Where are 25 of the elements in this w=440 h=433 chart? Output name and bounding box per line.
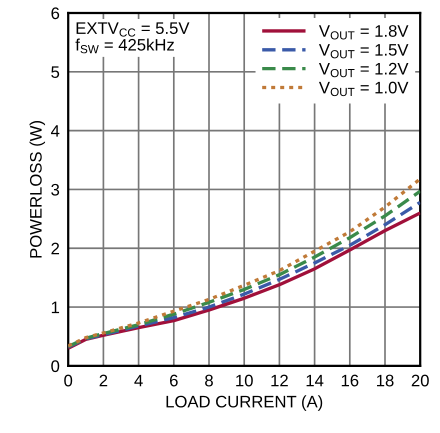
x-axis-title: LOAD CURRENT (A) [166, 395, 322, 411]
x-tick-label: 0 [64, 374, 72, 386]
x-tick-label: 20 [412, 374, 429, 386]
y-axis-title: POWERLOSS (W) [30, 121, 46, 258]
y-tick-label: 4 [50, 125, 60, 137]
legend-label: V$_{OUT}$ = 1.0V [318, 82, 408, 96]
x-tick-label: 16 [342, 374, 358, 386]
y-tick-label: 3 [51, 184, 60, 196]
y-tick-label: 0 [51, 360, 60, 372]
x-tick-label: 6 [170, 374, 178, 386]
x-tick-label: 8 [205, 374, 213, 386]
x-tick-label: 4 [134, 374, 143, 386]
x-tick-label: 18 [377, 374, 394, 386]
y-tick-label: 6 [51, 7, 60, 20]
y-tick-label: 2 [51, 242, 60, 254]
y-tick-label: 5 [51, 66, 60, 78]
y-tick-label: 1 [52, 302, 60, 314]
x-tick-label: 14 [306, 374, 324, 386]
text: EXTV$_{CC}$ = 5.5V f$_{SW}$ = 425kHz [75, 22, 190, 54]
x-tick-label: 12 [271, 374, 288, 386]
x-tick-label: 10 [236, 374, 253, 386]
legend-label: V$_{OUT}$ = 1.5V [318, 44, 408, 58]
legend-label: V$_{OUT}$ = 1.2V [318, 62, 408, 78]
x-tick-label: 2 [100, 374, 108, 386]
legend-label: V$_{OUT}$ = 1.8V [318, 25, 408, 40]
